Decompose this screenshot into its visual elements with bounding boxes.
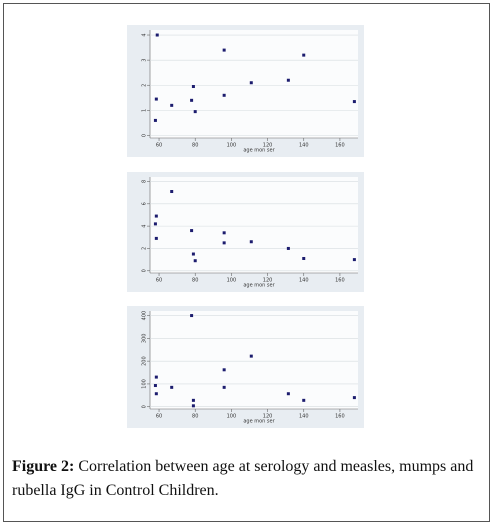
point: [170, 190, 174, 194]
point: [191, 404, 195, 408]
point: [153, 222, 157, 226]
x-tick-label: 140: [299, 278, 309, 284]
x-tick-label: 160: [335, 278, 345, 284]
point: [302, 398, 306, 402]
plot-area: [150, 311, 358, 409]
x-tick-label: 160: [335, 143, 345, 149]
point: [190, 314, 194, 318]
y-tick-label: 0: [142, 405, 148, 408]
point: [193, 110, 197, 114]
point: [249, 354, 253, 358]
point: [170, 103, 174, 107]
point: [286, 78, 290, 82]
point: [222, 48, 226, 52]
point: [193, 259, 197, 263]
point: [155, 33, 159, 37]
point: [170, 385, 174, 389]
point: [352, 258, 356, 262]
x-tick-label: 60: [156, 414, 162, 420]
point: [153, 118, 157, 122]
x-tick-label: 100: [227, 414, 237, 420]
point: [352, 396, 356, 400]
point: [153, 384, 157, 388]
y-tick-label: 0: [142, 134, 148, 137]
x-axis-title: age mon ser: [243, 419, 275, 425]
y-tick-label: 4: [142, 225, 148, 228]
x-tick-label: 80: [192, 143, 198, 149]
y-tick-label: 300: [142, 334, 148, 344]
point: [302, 53, 306, 57]
point: [154, 236, 158, 240]
caption-text: Correlation between age at serology and …: [12, 458, 474, 499]
point: [154, 97, 158, 101]
point: [154, 214, 158, 218]
point: [222, 241, 226, 245]
x-tick-label: 100: [227, 143, 237, 149]
y-tick-label: 1: [142, 109, 148, 112]
caption: Figure 2: Correlation between age at ser…: [12, 455, 482, 503]
x-tick-label: 100: [227, 278, 237, 284]
point: [249, 240, 253, 244]
point: [191, 252, 195, 256]
x-axis-title: age mon ser: [243, 283, 275, 289]
y-tick-label: 3: [142, 59, 148, 62]
point: [190, 98, 194, 102]
x-tick-label: 80: [192, 414, 198, 420]
x-tick-label: 80: [192, 278, 198, 284]
y-tick-label: 6: [142, 202, 148, 205]
point: [222, 231, 226, 235]
point: [286, 392, 290, 396]
caption-label: Figure 2:: [12, 458, 75, 475]
point: [191, 398, 195, 402]
y-tick-label: 8: [142, 180, 148, 183]
x-tick-label: 120: [263, 278, 273, 284]
y-tick-label: 100: [142, 379, 148, 389]
y-tick-label: 4: [142, 33, 148, 36]
point: [190, 229, 194, 233]
y-tick-label: 2: [142, 247, 148, 250]
x-tick-label: 120: [263, 143, 273, 149]
plot-area: [150, 177, 358, 273]
plot-area: [150, 30, 358, 138]
point: [249, 81, 253, 85]
point: [302, 256, 306, 260]
x-tick-label: 140: [299, 143, 309, 149]
y-tick-label: 2: [142, 84, 148, 87]
x-tick-label: 160: [335, 414, 345, 420]
x-tick-label: 120: [263, 414, 273, 420]
point: [352, 100, 356, 104]
x-tick-label: 60: [156, 278, 162, 284]
y-tick-label: 400: [142, 311, 148, 321]
point: [286, 246, 290, 250]
x-tick-label: 140: [299, 414, 309, 420]
point: [222, 385, 226, 389]
point: [222, 93, 226, 97]
x-tick-label: 60: [156, 143, 162, 149]
point: [154, 375, 158, 379]
y-tick-label: 0: [142, 269, 148, 272]
frame: [3, 3, 490, 522]
x-axis-title: age mon ser: [243, 148, 275, 154]
point: [222, 368, 226, 372]
y-tick-label: 200: [142, 356, 148, 366]
point: [154, 392, 158, 396]
point: [191, 85, 195, 89]
